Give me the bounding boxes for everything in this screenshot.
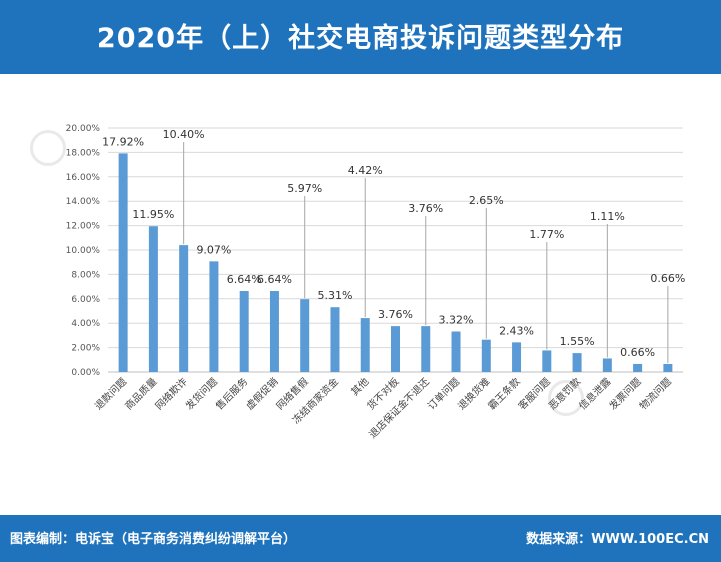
x-category-label: 恶意罚款 (546, 375, 583, 412)
data-label: 5.97% (287, 182, 322, 195)
footer-banner: 图表编制：电诉宝（电子商务消费纠纷调解平台） 数据来源：WWW.100EC.CN (0, 515, 721, 562)
x-category-label: 售后服务 (213, 375, 250, 412)
y-tick-label: 18.00% (66, 148, 101, 158)
bar (391, 326, 400, 372)
y-tick-label: 8.00% (71, 270, 100, 280)
data-label: 3.76% (378, 308, 413, 321)
watermark-logo-icon (548, 380, 584, 416)
x-category-label: 其他 (348, 375, 371, 398)
bar (602, 358, 612, 372)
x-category-label: 虚假促销 (243, 375, 280, 412)
y-tick-label: 2.00% (71, 344, 100, 354)
x-category-label: 客服问题 (515, 375, 552, 412)
watermark-logo-icon (30, 130, 66, 166)
bar (179, 245, 189, 372)
x-category-label: 退换货难 (455, 375, 492, 412)
x-category-label: 发货问题 (183, 375, 220, 412)
data-label: 10.40% (163, 128, 205, 141)
data-label: 2.65% (469, 194, 504, 207)
x-category-label: 霸王条款 (485, 375, 522, 412)
bar (451, 331, 461, 372)
data-label: 5.31% (317, 289, 352, 302)
data-label: 2.43% (499, 324, 534, 337)
data-label: 11.95% (132, 208, 174, 221)
data-label: 3.32% (439, 313, 474, 326)
bar (239, 290, 249, 372)
bar (209, 261, 219, 372)
y-tick-label: 10.00% (66, 246, 101, 256)
x-category-label: 发票问题 (606, 375, 643, 412)
header-banner: 2020年（上）社交电商投诉问题类型分布 (0, 0, 721, 74)
bar (542, 350, 552, 372)
data-label: 6.64% (257, 273, 292, 286)
y-tick-label: 14.00% (66, 197, 101, 207)
x-category-label: 物流问题 (637, 375, 674, 412)
data-label: 9.07% (196, 243, 231, 256)
bar (269, 290, 279, 372)
data-label: 1.77% (529, 228, 564, 241)
data-label: 6.64% (227, 273, 262, 286)
bar (572, 353, 582, 372)
data-label: 1.55% (560, 335, 595, 348)
footer-credit: 图表编制：电诉宝（电子商务消费纠纷调解平台） (10, 532, 297, 547)
footer-source: 数据来源：WWW.100EC.CN (526, 532, 709, 547)
bar (148, 226, 158, 372)
y-tick-label: 6.00% (71, 295, 100, 305)
bar (481, 339, 491, 372)
bar (300, 299, 310, 372)
bar (360, 318, 370, 372)
bar (330, 307, 340, 372)
data-label: 17.92% (102, 135, 144, 148)
bar (633, 363, 643, 372)
y-tick-label: 16.00% (66, 173, 101, 183)
data-label: 4.42% (348, 164, 383, 177)
bar (512, 342, 522, 372)
data-label: 0.66% (620, 346, 655, 359)
page-title: 2020年（上）社交电商投诉问题类型分布 (96, 23, 625, 54)
y-tick-label: 12.00% (66, 222, 101, 232)
y-tick-label: 0.00% (71, 368, 100, 378)
y-tick-label: 4.00% (71, 319, 100, 329)
x-category-label: 商品质量 (122, 375, 159, 412)
data-label: 3.76% (408, 202, 443, 215)
data-label: 1.11% (590, 210, 625, 223)
bar (663, 363, 673, 372)
x-category-label: 退款问题 (92, 375, 129, 412)
x-category-label: 订单问题 (425, 375, 462, 412)
bar (421, 326, 431, 372)
x-category-label: 网络欺诈 (152, 375, 189, 412)
bar (118, 153, 128, 372)
x-category-label: 信息泄露 (576, 375, 613, 412)
y-tick-label: 20.00% (66, 124, 101, 134)
data-label: 0.66% (650, 272, 685, 285)
bar-chart: 0.00% 2.00% 4.00% 6.00% 8.00% 10.00% 12.00% 14.… (66, 124, 686, 441)
